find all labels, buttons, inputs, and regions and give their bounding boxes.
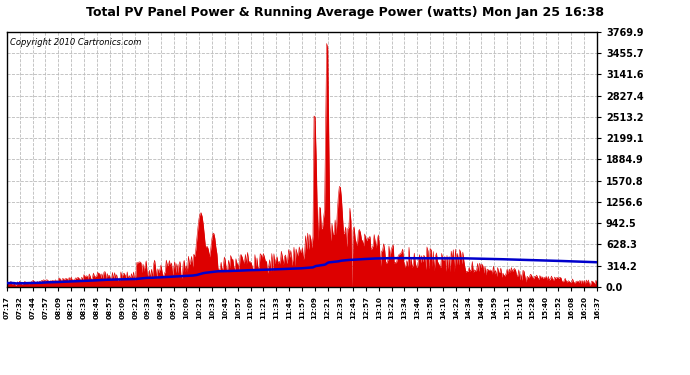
Text: Copyright 2010 Cartronics.com: Copyright 2010 Cartronics.com bbox=[10, 38, 141, 47]
Text: Total PV Panel Power & Running Average Power (watts) Mon Jan 25 16:38: Total PV Panel Power & Running Average P… bbox=[86, 6, 604, 19]
